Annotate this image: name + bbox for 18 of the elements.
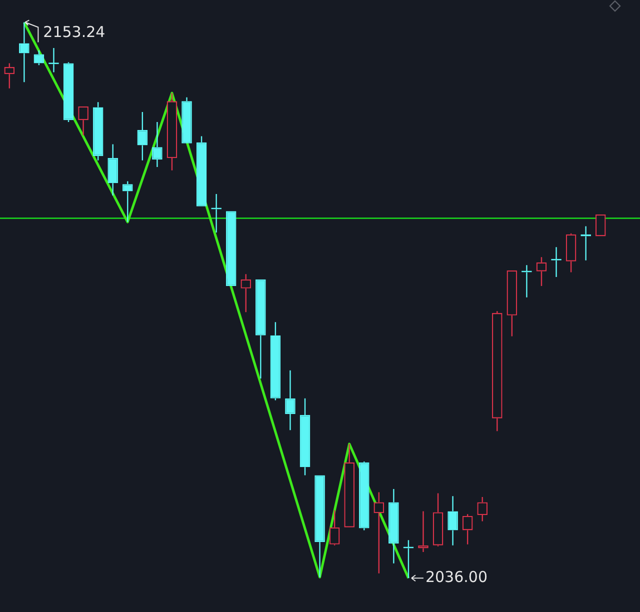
candlestick (388, 488, 399, 564)
candlestick (182, 96, 192, 144)
candlestick (448, 495, 458, 546)
candlestick (566, 232, 576, 273)
candlestick (314, 475, 325, 578)
candlestick (300, 398, 310, 476)
candlestick (108, 144, 118, 196)
candlestick (492, 310, 502, 432)
candlestick (432, 492, 444, 547)
annotation: 2153.24 (43, 23, 106, 42)
candlestick (92, 101, 104, 161)
candlestick (270, 321, 281, 401)
candlestick (255, 279, 266, 380)
candlestick (418, 510, 428, 553)
candlestick (344, 443, 355, 528)
annotation: 2036.00 (425, 568, 488, 586)
candlestick (506, 270, 518, 337)
candlestick (166, 92, 178, 171)
